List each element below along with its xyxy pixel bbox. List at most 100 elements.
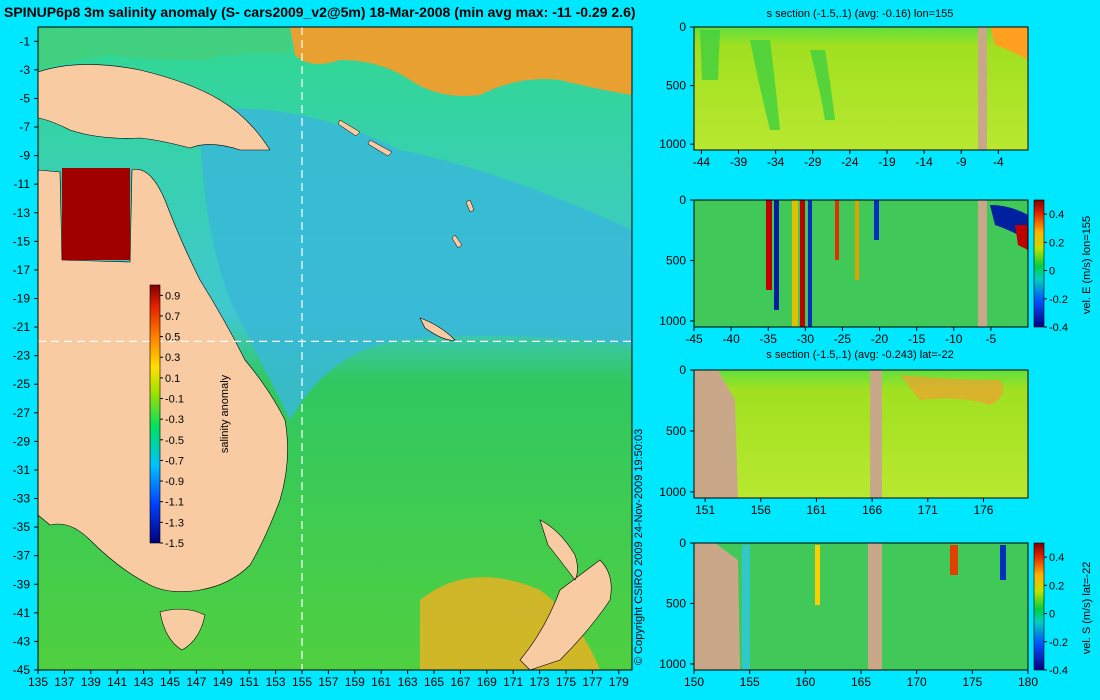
map-x-tick-label: 159	[345, 675, 365, 689]
map-x-tick-label: 141	[107, 675, 127, 689]
map-y-tick-label: -21	[13, 320, 31, 334]
section-4: 150 155 160 165 170 175 180 0 500 1000 0.4 0.2 0 -0…	[659, 536, 1093, 689]
section-4-current-3	[950, 545, 958, 575]
s2-y-tick-label: 500	[666, 253, 686, 267]
s1-x-tick-label: -4	[993, 155, 1004, 169]
new-caledonia-land	[419, 317, 456, 341]
s1-x-tick-label: -19	[878, 155, 896, 169]
s4-x-tick-label: 150	[684, 675, 704, 689]
s2-x-tick-label: -30	[797, 332, 815, 346]
section-2-jet-4	[800, 200, 805, 327]
s2-x-tick-label: -45	[685, 332, 703, 346]
section-2-east-jet	[1015, 225, 1028, 250]
section-4-current-1	[742, 545, 750, 670]
salinity-cb-tick-label: -1.1	[165, 497, 184, 509]
section-2-jet-3	[792, 200, 798, 327]
map-y-tick-label: -13	[13, 206, 31, 220]
s4-x-tick-label: 180	[1018, 675, 1038, 689]
s2-cb-tick-label: -0.4	[1049, 322, 1068, 334]
map-y-tick-label: -41	[13, 606, 31, 620]
salinity-cb-tick-label: -1.5	[165, 538, 184, 550]
copyright-text: © Copyright CSIRO 2009 24-Nov-2009 19:50…	[633, 429, 645, 665]
map-x-tick-label: 167	[450, 675, 470, 689]
salinity-colorbar: 0.9 0.7 0.5 0.3 0.1 -0.1 -0.3 -0.5 -0.7 -0.9 -1.1 -…	[149, 284, 231, 550]
section-1-frame	[693, 26, 1029, 151]
map-x-tick-label: 165	[424, 675, 444, 689]
map-x-tick-label: 147	[186, 675, 206, 689]
map-y-tick-label: -29	[13, 434, 31, 448]
section-4-land-west	[694, 543, 740, 670]
tasmania-land	[159, 608, 206, 651]
northwest-sea	[38, 27, 290, 70]
s3-x-tick-label: 176	[973, 503, 993, 517]
s4-y-tick-label: 500	[666, 596, 686, 610]
section-1-low-zone	[700, 30, 835, 130]
map-x-tick-label: 163	[398, 675, 418, 689]
section-1-x-ticks: -44 -39 -34 -29 -24 -19 -14 -9 -4	[693, 150, 1004, 169]
section-1-field	[694, 27, 1028, 150]
map-x-tick-label: 179	[609, 675, 629, 689]
map-x-tick-label: 161	[371, 675, 391, 689]
s3-x-tick-label: 151	[695, 503, 715, 517]
s1-y-tick-label: 0	[679, 20, 686, 34]
map-x-tick-label: 139	[81, 675, 101, 689]
new-zealand-land	[519, 519, 612, 671]
section-2-jet-2	[774, 200, 779, 310]
pacific-islands	[337, 119, 475, 249]
salinity-cb-tick-label: -0.3	[165, 414, 184, 426]
map-x-tick-label: 175	[556, 675, 576, 689]
map-y-tick-label: -5	[19, 91, 30, 105]
salinity-cb-tick-label: 0.7	[165, 311, 180, 323]
section-4-land-mid	[868, 543, 882, 670]
s3-y-tick-label: 0	[679, 363, 686, 377]
s2-cb-tick-label: 0.2	[1049, 237, 1064, 249]
salinity-colorbar-scale	[149, 284, 161, 544]
s2-y-tick-label: 1000	[659, 314, 686, 328]
s4-y-tick-label: 0	[679, 536, 686, 550]
s1-y-tick-label: 500	[666, 79, 686, 93]
new-guinea-land	[37, 64, 271, 151]
map-x-tick-label: 145	[160, 675, 180, 689]
salinity-cb-tick-label: 0.9	[165, 290, 180, 302]
map-y-tick-label: -39	[13, 577, 31, 591]
section-2-land	[978, 200, 987, 327]
high-salinity-region	[290, 27, 632, 96]
s4-x-tick-label: 155	[740, 675, 760, 689]
s2-y-tick-label: 0	[679, 193, 686, 207]
section-1-title: s section (-1.5,.1) (avg: -0.16) lon=155	[767, 8, 954, 20]
australia-land	[37, 169, 288, 592]
s4-cb-tick-label: 0.4	[1049, 552, 1064, 564]
main-title: SPINUP6p8 3m salinity anomaly (S- cars20…	[4, 4, 636, 20]
map-y-tick-label: -25	[13, 377, 31, 391]
section-4-colorbar-ticks: 0.4 0.2 0 -0.2 -0.4	[1044, 552, 1068, 677]
salinity-cb-tick-label: -0.1	[165, 394, 184, 406]
salinity-cb-tick-label: -0.7	[165, 455, 184, 467]
s4-x-tick-label: 175	[962, 675, 982, 689]
map-y-tick-label: -45	[13, 663, 31, 677]
s2-x-tick-label: -10	[945, 332, 963, 346]
s2-x-tick-label: -20	[871, 332, 889, 346]
s1-x-tick-label: -39	[730, 155, 748, 169]
map-y-tick-label: -33	[13, 492, 31, 506]
s1-x-tick-label: -24	[841, 155, 859, 169]
section-4-colorbar	[1033, 542, 1045, 671]
section-2-colorbar-ticks: 0.4 0.2 0 -0.2 -0.4	[1044, 209, 1068, 334]
section-2-jet-5	[808, 200, 812, 327]
salinity-cb-tick-label: 0.5	[165, 332, 180, 344]
map-x-tick-label: 169	[477, 675, 497, 689]
salinity-colorbar-label: salinity anomaly	[219, 374, 231, 453]
map-y-tick-label: -35	[13, 520, 31, 534]
s3-x-tick-label: 161	[806, 503, 826, 517]
map-y-tick-label: -19	[13, 291, 31, 305]
salinity-colorbar-ticks: 0.9 0.7 0.5 0.3 0.1 -0.1 -0.3 -0.5 -0.7 -0.9 -1.1 -…	[160, 290, 184, 550]
s2-x-tick-label: -25	[834, 332, 852, 346]
section-4-colorbar-label: vel. S (m/s) lat=-22	[1081, 562, 1093, 655]
map-x-tick-label: 149	[213, 675, 233, 689]
section-2-x-ticks: -45 -40 -35 -30 -25 -20 -15 -10 -5	[685, 327, 997, 346]
s4-x-tick-label: 165	[851, 675, 871, 689]
s2-x-tick-label: -5	[986, 332, 997, 346]
section-3: s section (-1.5,.1) (avg: -0.243) lat=-2…	[659, 349, 1029, 517]
map-y-tick-label: -3	[19, 63, 30, 77]
map-y-tick-label: -15	[13, 234, 31, 248]
